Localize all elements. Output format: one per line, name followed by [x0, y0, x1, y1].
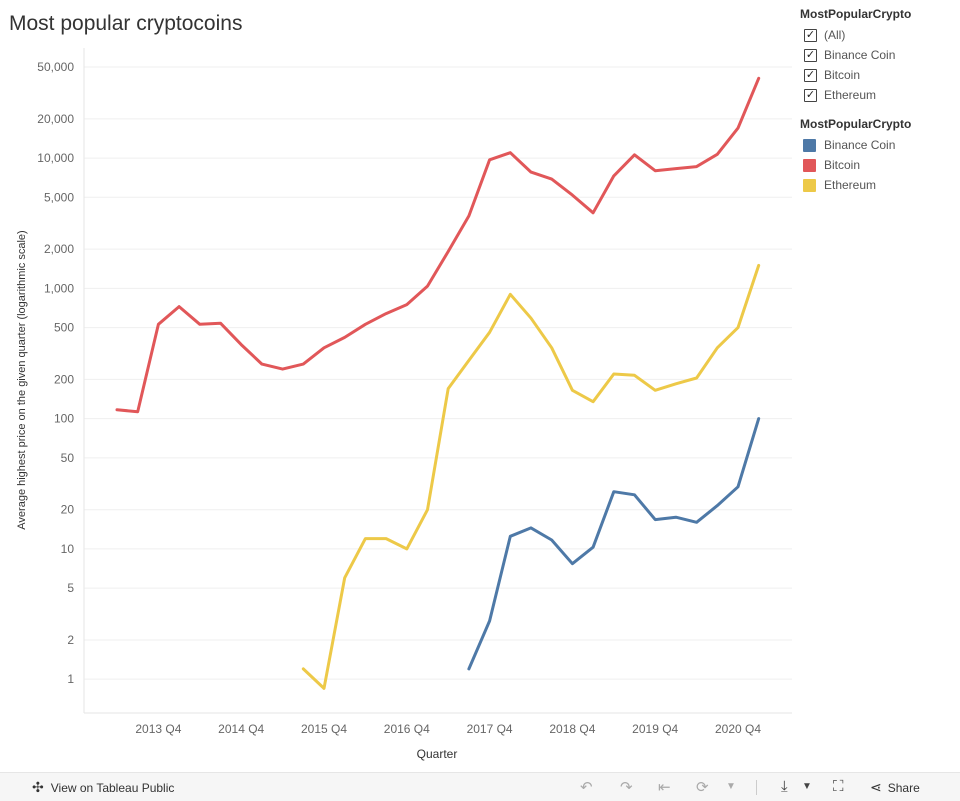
y-tick-label: 10 [61, 542, 75, 556]
download-chevron-icon[interactable]: ▼ [802, 781, 812, 792]
legend: Binance Coin Bitcoin Ethereum [800, 135, 955, 195]
refresh-icon[interactable]: ⟳ [696, 779, 709, 796]
y-tick-label: 2,000 [44, 242, 74, 256]
y-axis-title: Average highest price on the given quart… [16, 230, 28, 529]
x-tick-label: 2014 Q4 [218, 722, 264, 736]
y-tick-label: 1,000 [44, 281, 74, 295]
filter-item-label: (All) [824, 28, 846, 42]
legend-swatch [803, 138, 816, 152]
y-tick-label: 10,000 [37, 151, 74, 165]
x-tick-label: 2015 Q4 [301, 722, 347, 736]
legend-item-label: Bitcoin [824, 158, 861, 172]
toolbar-divider [756, 780, 757, 795]
line-chart: 1 2 5 10 20 50 100 200 500 1,000 2,000 5,000 10,000 2… [16, 48, 792, 761]
legend-item-binance-coin[interactable]: Binance Coin [800, 135, 955, 155]
filter-item-all[interactable]: ✓ (All) [800, 25, 955, 45]
y-tick-label: 5 [67, 581, 74, 595]
series-line-ethereum [301, 263, 761, 690]
y-tick-label: 100 [54, 412, 74, 426]
checkbox-icon[interactable]: ✓ [804, 68, 817, 82]
x-tick-label: 2019 Q4 [632, 722, 678, 736]
y-tick-label: 500 [54, 321, 74, 335]
checkbox-icon[interactable]: ✓ [804, 48, 817, 62]
series-line-bitcoin [115, 76, 761, 414]
chevron-down-icon[interactable]: ▼ [726, 781, 736, 792]
x-tick-label: 2016 Q4 [384, 722, 430, 736]
filter-item-label: Ethereum [824, 88, 877, 102]
share-label: Share [887, 780, 920, 795]
share-icon: ⋖ [870, 779, 882, 795]
page-title: Most popular cryptocoins [9, 12, 243, 35]
x-tick-label: 2017 Q4 [467, 722, 513, 736]
y-tick-label: 2 [67, 633, 74, 647]
tableau-logo-icon: ✣ [32, 779, 44, 795]
checkbox-icon[interactable]: ✓ [804, 28, 817, 42]
legend-item-bitcoin[interactable]: Bitcoin [800, 155, 955, 175]
legend-item-label: Binance Coin [824, 138, 896, 152]
filter-list: ✓ (All) ✓ Binance Coin ✓ Bitcoin ✓ Ether… [800, 25, 955, 105]
undo-icon[interactable]: ↶ [580, 779, 593, 796]
legend-title: MostPopularCrypto [800, 117, 912, 131]
y-tick-label: 20 [61, 503, 75, 517]
x-axis-title: Quarter [417, 747, 458, 761]
y-tick-label: 1 [67, 672, 74, 686]
y-tick-label: 50 [61, 451, 75, 465]
filter-item-ethereum[interactable]: ✓ Ethereum [800, 85, 955, 105]
view-on-tableau-public-label: View on Tableau Public [50, 780, 175, 795]
y-tick-label: 5,000 [44, 190, 74, 204]
checkbox-icon[interactable]: ✓ [804, 88, 817, 102]
series-line-binance-coin [467, 417, 761, 671]
x-tick-label: 2018 Q4 [549, 722, 595, 736]
side-panel: MostPopularCrypto ✓ (All) ✓ Binance Coin… [800, 7, 955, 195]
revert-icon[interactable]: ⇤ [658, 779, 671, 796]
view-on-tableau-public-link[interactable]: ✣ View on Tableau Public [32, 779, 174, 796]
filter-title: MostPopularCrypto [800, 7, 912, 21]
share-button[interactable]: ⋖ Share [870, 779, 920, 796]
y-tick-label: 20,000 [37, 112, 74, 126]
fullscreen-icon[interactable]: ⛶ [833, 778, 844, 795]
filter-item-label: Bitcoin [824, 68, 861, 82]
y-tick-label: 200 [54, 372, 74, 386]
legend-item-ethereum[interactable]: Ethereum [800, 175, 955, 195]
x-tick-label: 2020 Q4 [715, 722, 761, 736]
legend-swatch [803, 178, 816, 192]
download-icon[interactable]: ⤓ [781, 778, 788, 795]
y-tick-label: 50,000 [37, 60, 74, 74]
redo-icon[interactable]: ↷ [620, 779, 633, 796]
legend-swatch [803, 158, 816, 172]
tableau-toolbar: ✣ View on Tableau Public ↶ ↷ ⇤ ⟳ ▼ ⤓ ▼ ⛶… [0, 772, 960, 801]
legend-item-label: Ethereum [824, 178, 877, 192]
x-tick-label: 2013 Q4 [135, 722, 181, 736]
filter-item-binance-coin[interactable]: ✓ Binance Coin [800, 45, 955, 65]
filter-item-bitcoin[interactable]: ✓ Bitcoin [800, 65, 955, 85]
filter-item-label: Binance Coin [824, 48, 896, 62]
